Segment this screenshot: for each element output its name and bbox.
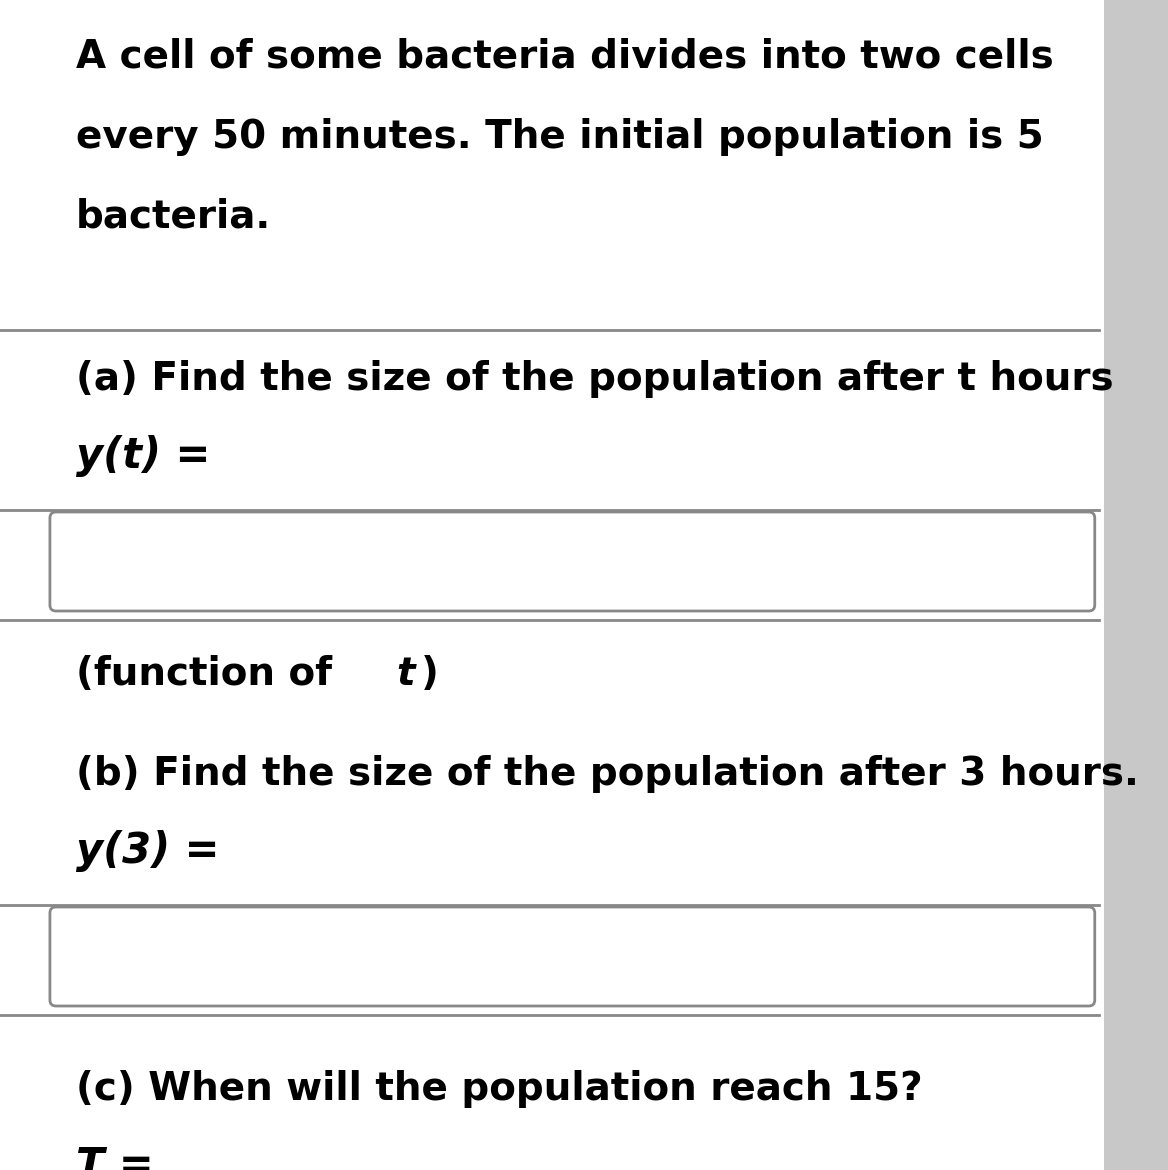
Text: (c) When will the population reach 15?: (c) When will the population reach 15? — [76, 1071, 923, 1108]
FancyBboxPatch shape — [50, 907, 1094, 1006]
Text: (function of: (function of — [76, 655, 346, 693]
Text: (a) Find the size of the population after t hours: (a) Find the size of the population afte… — [76, 360, 1113, 398]
FancyBboxPatch shape — [50, 512, 1094, 611]
Text: every 50 minutes. The initial population is 5: every 50 minutes. The initial population… — [76, 118, 1044, 156]
Text: A cell of some bacteria divides into two cells: A cell of some bacteria divides into two… — [76, 37, 1054, 76]
Text: y(t) =: y(t) = — [76, 435, 210, 477]
Text: T =: T = — [76, 1145, 154, 1170]
Text: ): ) — [420, 655, 439, 693]
Text: (b) Find the size of the population after 3 hours.: (b) Find the size of the population afte… — [76, 755, 1139, 793]
Bar — [1104, 0, 1168, 1170]
Text: y(3) =: y(3) = — [76, 830, 220, 872]
Text: bacteria.: bacteria. — [76, 198, 271, 236]
Text: t: t — [396, 655, 415, 693]
